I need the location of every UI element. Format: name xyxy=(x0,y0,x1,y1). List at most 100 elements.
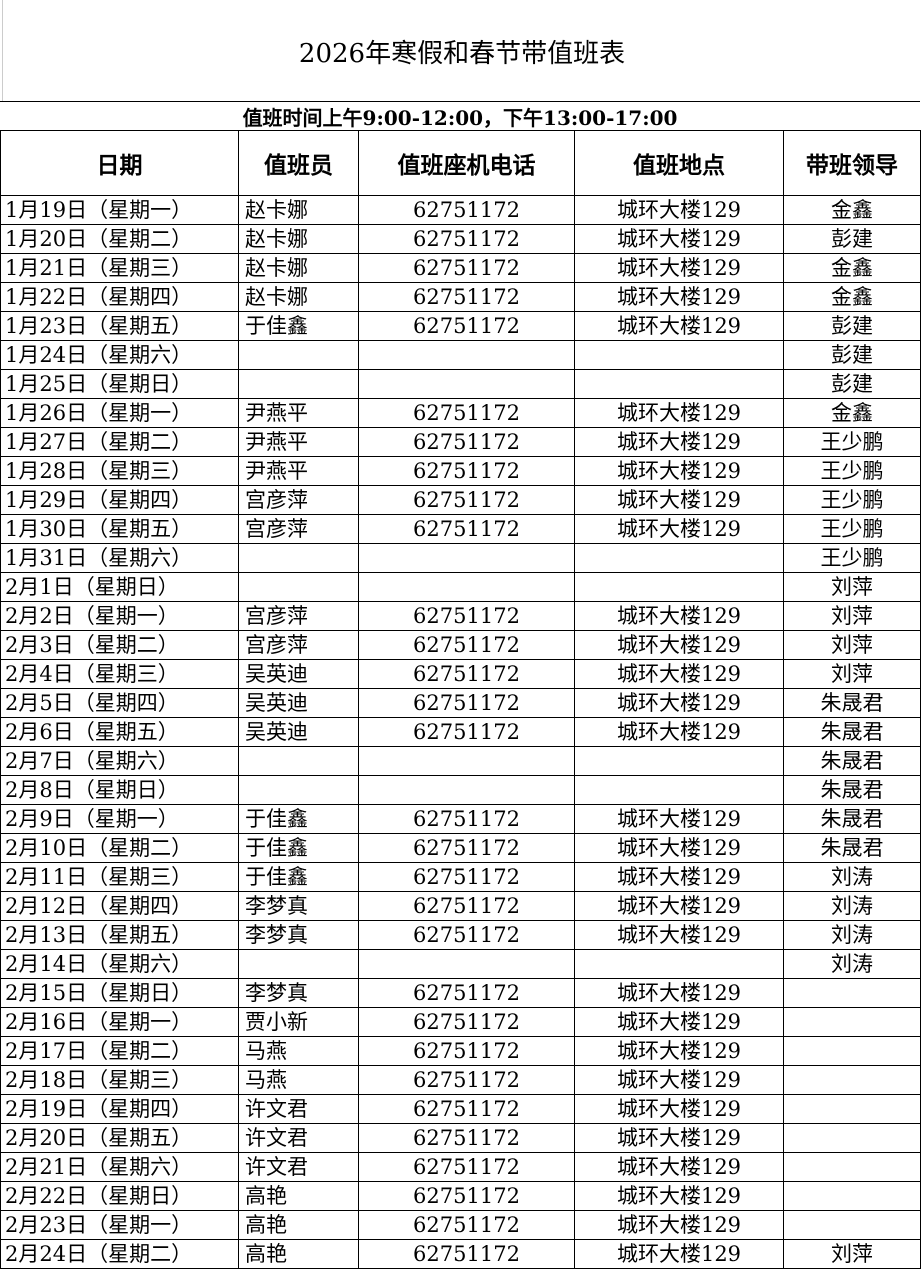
date-cell[interactable]: 2月1日（星期日） xyxy=(0,572,239,602)
location-cell[interactable] xyxy=(574,746,784,776)
staff-cell[interactable]: 于佳鑫 xyxy=(238,311,359,341)
phone-cell[interactable] xyxy=(358,949,575,979)
location-cell[interactable] xyxy=(574,572,784,602)
location-cell[interactable]: 城环大楼129 xyxy=(574,804,784,834)
location-cell[interactable]: 城环大楼129 xyxy=(574,630,784,660)
date-cell[interactable]: 2月6日（星期五） xyxy=(0,717,239,747)
location-cell[interactable]: 城环大楼129 xyxy=(574,862,784,892)
phone-cell[interactable]: 62751172 xyxy=(358,891,575,921)
date-cell[interactable]: 1月31日（星期六） xyxy=(0,543,239,573)
staff-cell[interactable]: 马燕 xyxy=(238,1036,359,1066)
phone-cell[interactable]: 62751172 xyxy=(358,282,575,312)
header-leader[interactable]: 带班领导 xyxy=(783,130,921,196)
date-cell[interactable]: 2月15日（星期日） xyxy=(0,978,239,1008)
location-cell[interactable] xyxy=(574,543,784,573)
location-cell[interactable]: 城环大楼129 xyxy=(574,311,784,341)
phone-cell[interactable] xyxy=(358,543,575,573)
phone-cell[interactable]: 62751172 xyxy=(358,601,575,631)
location-cell[interactable]: 城环大楼129 xyxy=(574,253,784,283)
phone-cell[interactable]: 62751172 xyxy=(358,920,575,950)
location-cell[interactable]: 城环大楼129 xyxy=(574,833,784,863)
location-cell[interactable]: 城环大楼129 xyxy=(574,920,784,950)
phone-cell[interactable]: 62751172 xyxy=(358,1123,575,1153)
leader-cell[interactable]: 刘萍 xyxy=(783,1239,921,1269)
date-cell[interactable]: 1月22日（星期四） xyxy=(0,282,239,312)
location-cell[interactable] xyxy=(574,369,784,399)
leader-cell[interactable]: 彭建 xyxy=(783,369,921,399)
staff-cell[interactable] xyxy=(238,775,359,805)
staff-cell[interactable]: 高艳 xyxy=(238,1210,359,1240)
date-cell[interactable]: 2月17日（星期二） xyxy=(0,1036,239,1066)
date-cell[interactable]: 2月4日（星期三） xyxy=(0,659,239,689)
leader-cell[interactable]: 刘涛 xyxy=(783,949,921,979)
leader-cell[interactable]: 金鑫 xyxy=(783,398,921,428)
staff-cell[interactable]: 李梦真 xyxy=(238,891,359,921)
staff-cell[interactable]: 于佳鑫 xyxy=(238,833,359,863)
staff-cell[interactable]: 吴英迪 xyxy=(238,659,359,689)
location-cell[interactable]: 城环大楼129 xyxy=(574,282,784,312)
location-cell[interactable]: 城环大楼129 xyxy=(574,891,784,921)
date-cell[interactable]: 1月23日（星期五） xyxy=(0,311,239,341)
staff-cell[interactable]: 贾小新 xyxy=(238,1007,359,1037)
leader-cell[interactable] xyxy=(783,1210,921,1240)
phone-cell[interactable]: 62751172 xyxy=(358,1239,575,1269)
leader-cell[interactable]: 朱晟君 xyxy=(783,717,921,747)
phone-cell[interactable]: 62751172 xyxy=(358,514,575,544)
staff-cell[interactable]: 宫彦萍 xyxy=(238,601,359,631)
staff-cell[interactable]: 宫彦萍 xyxy=(238,485,359,515)
date-cell[interactable]: 2月8日（星期日） xyxy=(0,775,239,805)
date-cell[interactable]: 2月7日（星期六） xyxy=(0,746,239,776)
date-cell[interactable]: 2月2日（星期一） xyxy=(0,601,239,631)
leader-cell[interactable]: 刘萍 xyxy=(783,572,921,602)
date-cell[interactable]: 2月23日（星期一） xyxy=(0,1210,239,1240)
leader-cell[interactable]: 金鑫 xyxy=(783,253,921,283)
staff-cell[interactable]: 许文君 xyxy=(238,1123,359,1153)
leader-cell[interactable] xyxy=(783,1152,921,1182)
date-cell[interactable]: 2月24日（星期二） xyxy=(0,1239,239,1269)
staff-cell[interactable]: 赵卡娜 xyxy=(238,282,359,312)
staff-cell[interactable]: 尹燕平 xyxy=(238,398,359,428)
staff-cell[interactable]: 许文君 xyxy=(238,1152,359,1182)
phone-cell[interactable]: 62751172 xyxy=(358,195,575,225)
location-cell[interactable]: 城环大楼129 xyxy=(574,688,784,718)
leader-cell[interactable]: 王少鹏 xyxy=(783,456,921,486)
date-cell[interactable]: 2月13日（星期五） xyxy=(0,920,239,950)
date-cell[interactable]: 2月19日（星期四） xyxy=(0,1094,239,1124)
location-cell[interactable]: 城环大楼129 xyxy=(574,601,784,631)
location-cell[interactable]: 城环大楼129 xyxy=(574,1123,784,1153)
date-cell[interactable]: 1月25日（星期日） xyxy=(0,369,239,399)
leader-cell[interactable]: 刘涛 xyxy=(783,891,921,921)
leader-cell[interactable]: 彭建 xyxy=(783,311,921,341)
location-cell[interactable]: 城环大楼129 xyxy=(574,1239,784,1269)
phone-cell[interactable]: 62751172 xyxy=(358,833,575,863)
location-cell[interactable] xyxy=(574,949,784,979)
date-cell[interactable]: 1月28日（星期三） xyxy=(0,456,239,486)
location-cell[interactable]: 城环大楼129 xyxy=(574,514,784,544)
phone-cell[interactable]: 62751172 xyxy=(358,804,575,834)
phone-cell[interactable]: 62751172 xyxy=(358,485,575,515)
leader-cell[interactable]: 刘萍 xyxy=(783,630,921,660)
location-cell[interactable]: 城环大楼129 xyxy=(574,1210,784,1240)
phone-cell[interactable]: 62751172 xyxy=(358,253,575,283)
staff-cell[interactable] xyxy=(238,340,359,370)
location-cell[interactable] xyxy=(574,340,784,370)
leader-cell[interactable]: 朱晟君 xyxy=(783,833,921,863)
staff-cell[interactable]: 吴英迪 xyxy=(238,688,359,718)
location-cell[interactable]: 城环大楼129 xyxy=(574,717,784,747)
phone-cell[interactable]: 62751172 xyxy=(358,311,575,341)
location-cell[interactable]: 城环大楼129 xyxy=(574,398,784,428)
phone-cell[interactable]: 62751172 xyxy=(358,224,575,254)
leader-cell[interactable] xyxy=(783,978,921,1008)
date-cell[interactable]: 2月12日（星期四） xyxy=(0,891,239,921)
staff-cell[interactable]: 吴英迪 xyxy=(238,717,359,747)
leader-cell[interactable]: 刘萍 xyxy=(783,601,921,631)
staff-cell[interactable]: 于佳鑫 xyxy=(238,862,359,892)
phone-cell[interactable]: 62751172 xyxy=(358,717,575,747)
leader-cell[interactable]: 刘涛 xyxy=(783,920,921,950)
date-cell[interactable]: 2月22日（星期日） xyxy=(0,1181,239,1211)
phone-cell[interactable]: 62751172 xyxy=(358,862,575,892)
leader-cell[interactable] xyxy=(783,1181,921,1211)
leader-cell[interactable]: 王少鹏 xyxy=(783,427,921,457)
location-cell[interactable]: 城环大楼129 xyxy=(574,1036,784,1066)
date-cell[interactable]: 1月30日（星期五） xyxy=(0,514,239,544)
